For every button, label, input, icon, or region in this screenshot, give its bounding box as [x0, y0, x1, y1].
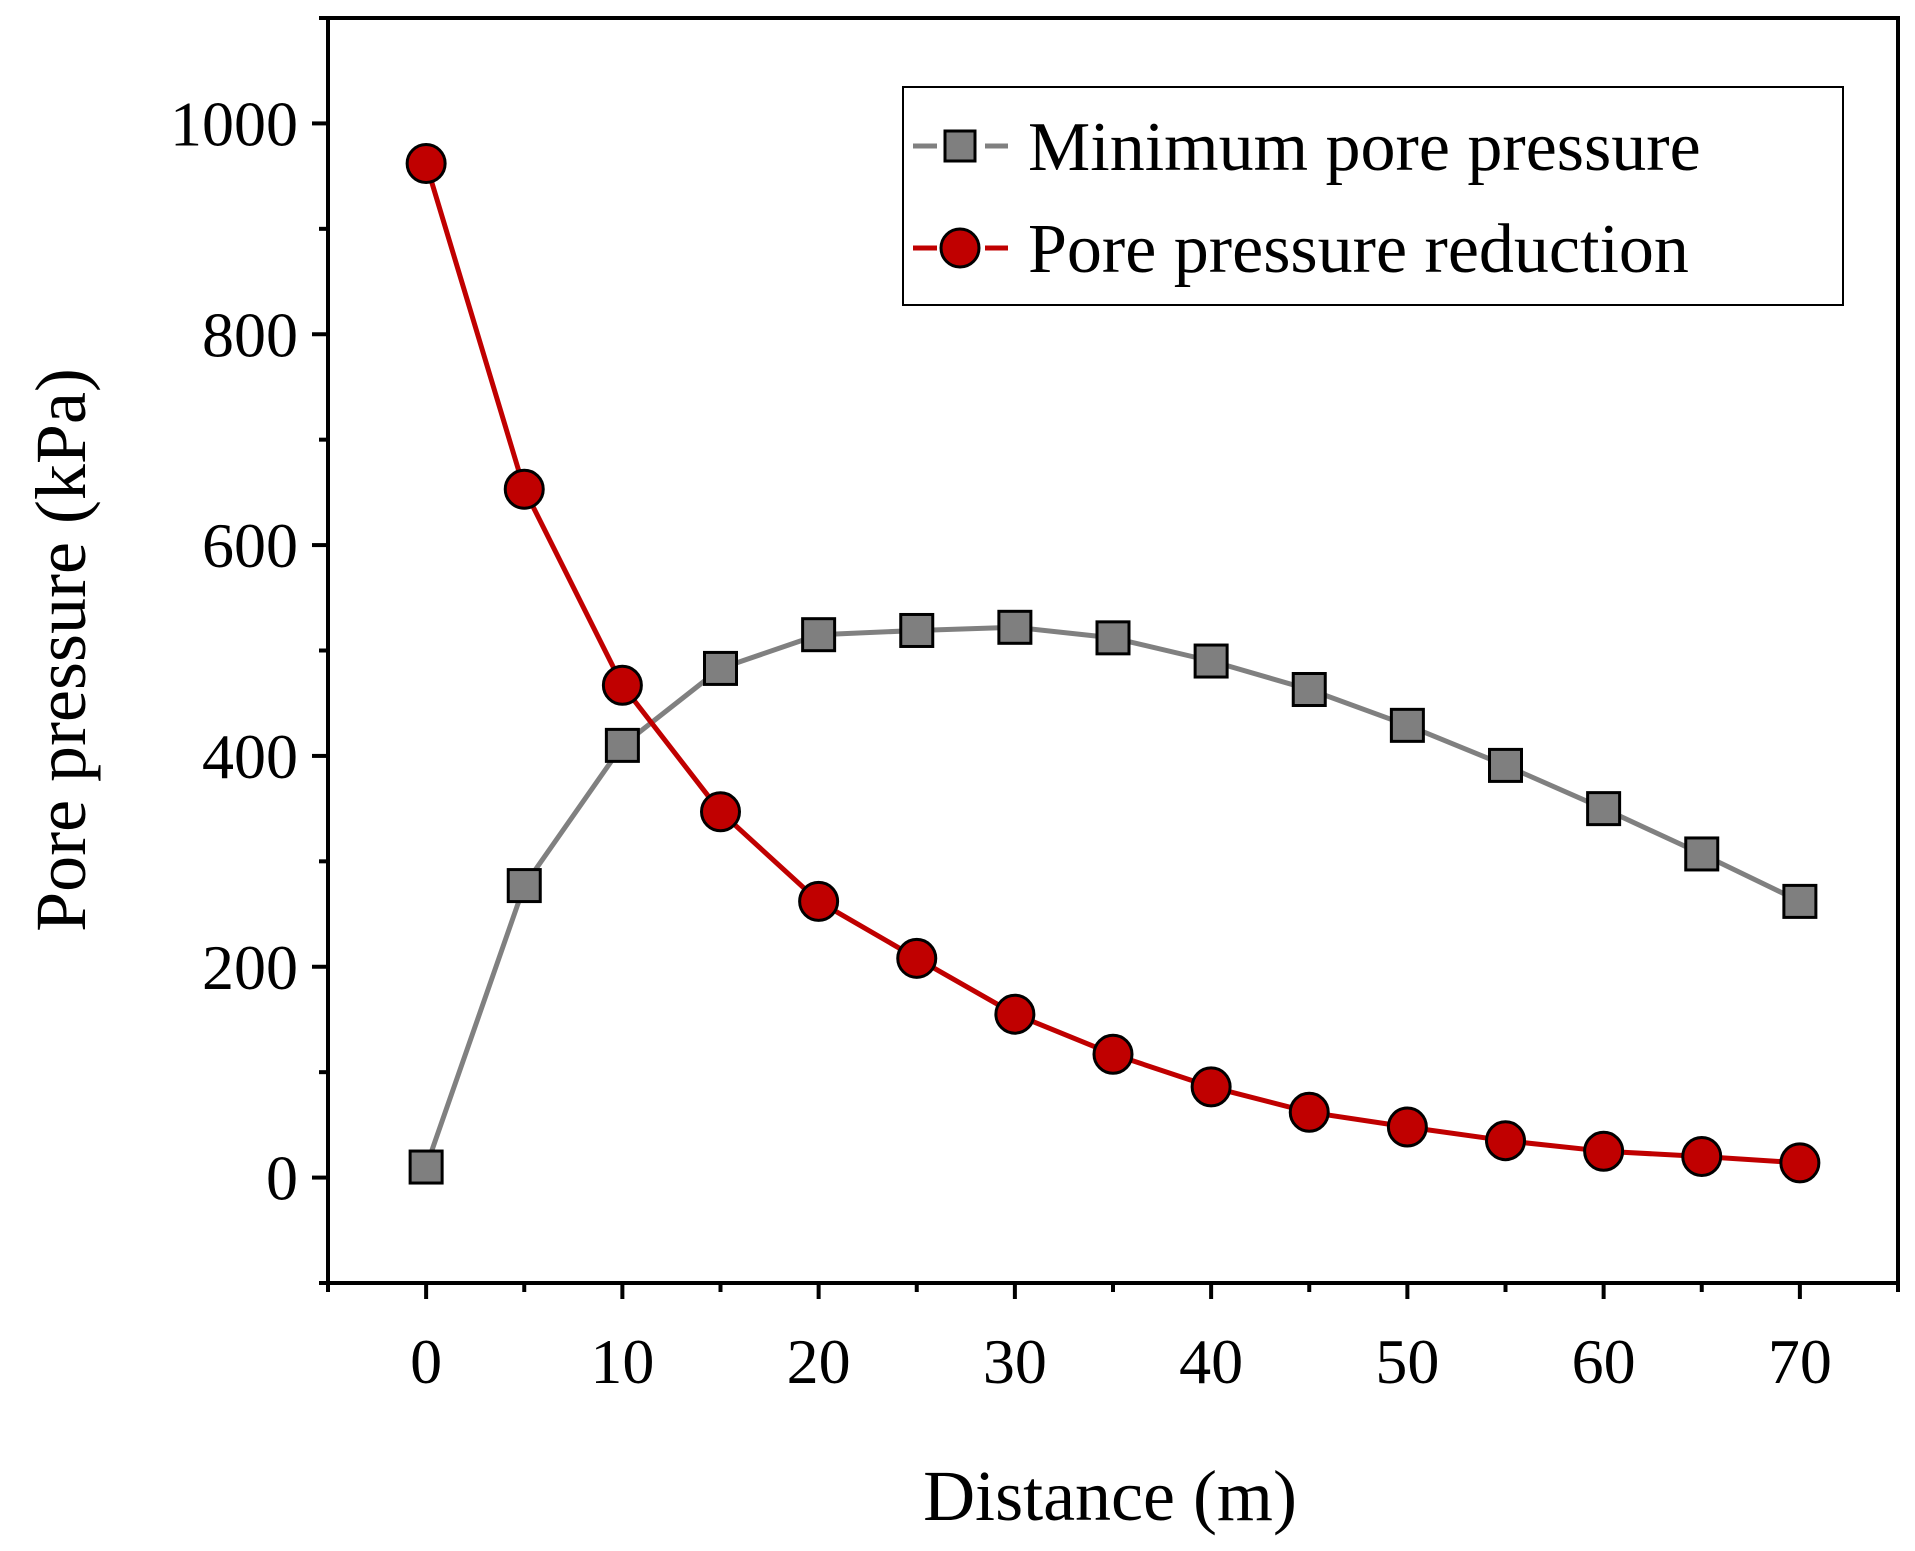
- data-point: [1193, 643, 1229, 679]
- data-point: [1288, 1091, 1330, 1133]
- legend-marker-red: [939, 227, 981, 269]
- data-point: [703, 650, 738, 686]
- axes: 0 10 20 30 40 50 60 70 0 200 400 600 800 1000: [170, 16, 1900, 1397]
- data-point: [899, 612, 935, 648]
- data-point: [1779, 1142, 1821, 1184]
- x-axis-title: Distance (m): [923, 1456, 1297, 1536]
- data-point: [408, 1149, 444, 1185]
- data-point: [1684, 836, 1720, 872]
- data-point: [1386, 1106, 1428, 1148]
- data-point: [1095, 620, 1131, 656]
- y-tick-label: 1000: [170, 88, 298, 159]
- data-point: [601, 664, 643, 706]
- x-tick-label: 40: [1179, 1326, 1243, 1397]
- x-tick-label: 0: [410, 1326, 442, 1397]
- y-tick-label: 800: [202, 299, 298, 370]
- series-line: [423, 162, 1801, 1166]
- series-line: [423, 624, 1801, 1168]
- data-point: [801, 617, 837, 653]
- data-point: [503, 468, 545, 510]
- legend: Minimum pore pressure Pore pressure redu…: [902, 86, 1844, 306]
- data-point: [1389, 707, 1425, 743]
- data-point: [1681, 1136, 1723, 1177]
- data-point: [1291, 672, 1327, 708]
- data-point: [798, 880, 840, 922]
- data-point: [700, 791, 741, 833]
- data-point: [506, 868, 542, 904]
- data-point: [896, 937, 938, 979]
- legend-box: [902, 86, 1844, 306]
- data-point: [1092, 1033, 1134, 1075]
- y-tick-label: 400: [202, 721, 298, 792]
- series-layer: [405, 142, 1821, 1185]
- legend-marker-min: [943, 129, 977, 163]
- legend-label-min: Minimum pore pressure: [1028, 109, 1701, 186]
- data-point: [994, 993, 1036, 1035]
- data-point: [1586, 791, 1622, 827]
- data-point: [1190, 1066, 1232, 1108]
- x-tick-label: 30: [983, 1326, 1047, 1397]
- data-point: [1488, 747, 1523, 783]
- series-2: [405, 142, 1821, 1184]
- series-1: [408, 609, 1818, 1185]
- data-point: [997, 609, 1033, 645]
- data-point: [604, 727, 640, 763]
- x-tick-label: 50: [1375, 1326, 1439, 1397]
- data-point: [1583, 1130, 1625, 1172]
- data-point: [1485, 1120, 1526, 1162]
- x-tick-label: 70: [1768, 1326, 1832, 1397]
- y-axis-title: Pore pressure (kPa): [21, 368, 101, 932]
- y-tick-label: 600: [202, 510, 298, 581]
- x-tick-label: 20: [787, 1326, 851, 1397]
- data-point: [405, 142, 447, 184]
- legend-label-red: Pore pressure reduction: [1028, 211, 1689, 288]
- x-tick-label: 60: [1572, 1326, 1636, 1397]
- y-tick-label: 200: [202, 932, 298, 1003]
- y-tick-label: 0: [266, 1143, 298, 1214]
- data-point: [1782, 883, 1818, 919]
- x-tick-label: 10: [590, 1326, 654, 1397]
